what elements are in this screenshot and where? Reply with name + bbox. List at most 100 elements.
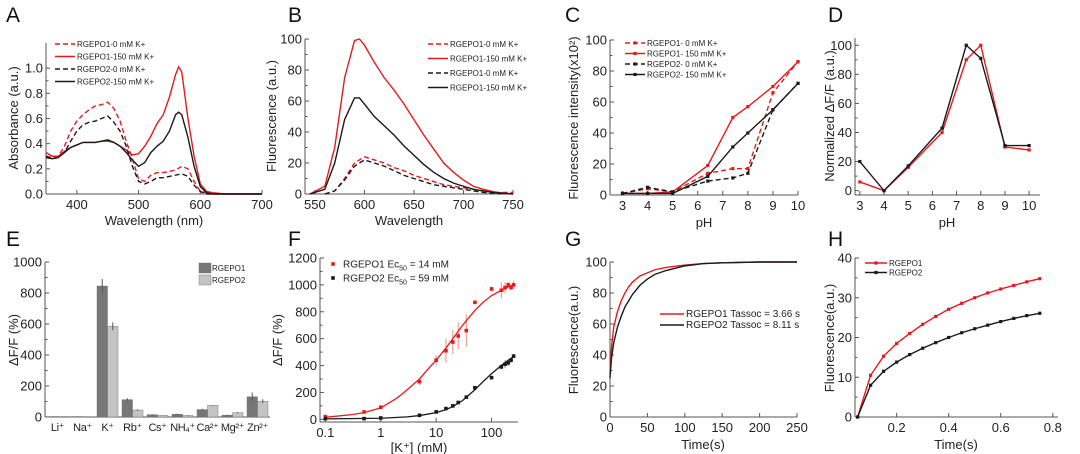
x-tick-label: 400 [66, 197, 88, 212]
data-point [456, 334, 461, 338]
data-point [509, 285, 513, 290]
data-point [882, 369, 886, 373]
data-point [378, 405, 383, 410]
x-tick-label: 1 [377, 425, 384, 440]
series-line [309, 38, 514, 195]
x-tick-label: 100 [481, 425, 503, 440]
data-point [999, 320, 1003, 324]
data-point [503, 362, 507, 366]
data-point [731, 145, 735, 149]
legend-label: RGEPO1 [889, 259, 923, 268]
legend-label: RGEPO2 [212, 276, 246, 285]
legend-label: RGEPO2-150 mM K+ [77, 78, 154, 87]
x-tick-label: 650 [403, 197, 425, 212]
data-point [906, 164, 910, 168]
y-tick-label: 800 [20, 286, 42, 301]
legend-label-main: RGEPO2 Ec [343, 274, 399, 285]
x-tick-label: 4 [880, 198, 887, 213]
legend-label: RGEPO1 [212, 264, 246, 273]
y-axis-label: Fluorescence intensity(x10²) [566, 36, 581, 199]
x-tick-label: Zn²⁺ [247, 422, 268, 434]
data-point [511, 354, 516, 358]
x-tick-label: 0.2 [888, 420, 906, 435]
bar [96, 285, 108, 418]
series-line [45, 101, 262, 195]
data-point [947, 335, 951, 340]
y-tick-label: 600 [295, 331, 317, 346]
x-tick-label: 500 [128, 197, 150, 212]
y-tick-label: 40 [838, 251, 852, 266]
data-point [979, 56, 983, 60]
x-tick-label: 700 [453, 197, 475, 212]
panel-letter: A [6, 4, 20, 27]
data-point [706, 171, 710, 175]
data-point [731, 176, 735, 180]
legend-label: RGEPO1-150 mM K+ [77, 53, 154, 62]
x-tick-label: NH₄⁺ [170, 422, 195, 434]
data-point [362, 416, 366, 421]
y-tick-label: 0.6 [25, 111, 43, 126]
bar [107, 326, 119, 418]
series-line [622, 82, 799, 195]
data-point [1012, 283, 1016, 288]
bar [196, 409, 208, 418]
y-tick-label: 0.4 [25, 136, 43, 151]
data-point [771, 108, 775, 112]
data-point [620, 191, 625, 196]
bar [232, 412, 244, 418]
data-point [921, 346, 925, 350]
x-tick-label: 7 [719, 198, 726, 213]
y-tick-label: 20 [593, 379, 607, 394]
legend: RGEPO1-0 mM K+ RGEPO1-150 mM K+ RGEPO2-0 m… [55, 40, 154, 87]
data-point [323, 414, 328, 419]
y-tick-label: 20 [838, 154, 852, 169]
data-point [964, 43, 968, 47]
data-point [1038, 277, 1042, 281]
data-point [362, 410, 366, 414]
data-point [858, 180, 862, 184]
y-axis-label: Normalized ΔF/F (a.u.) [822, 50, 837, 182]
y-tick-label: 20 [288, 156, 302, 171]
y-tick-label: 30 [838, 290, 852, 305]
x-tick-label: 100 [674, 420, 696, 435]
data-point [473, 385, 477, 390]
data-point [444, 406, 448, 411]
y-tick-label: 0 [845, 410, 852, 425]
data-point [706, 163, 710, 168]
panel-letter: F [288, 228, 301, 251]
y-tick-label: 80 [288, 63, 302, 78]
y-tick-label: 40 [288, 125, 302, 140]
bar [132, 409, 144, 418]
panel-d: D 0 20 40 60 80 100 3 4 5 6 7 8 9 10 pH Normalized ΔF/F … [822, 4, 1040, 230]
x-tick-label: 250 [786, 420, 808, 435]
data-point [796, 60, 800, 64]
y-axis-label: ΔF/F (%) [270, 314, 285, 366]
data-point [796, 81, 800, 85]
data-point [434, 358, 438, 362]
x-tick-label: 0.4 [940, 420, 958, 435]
data-point [934, 341, 938, 345]
series-line [859, 44, 1030, 192]
data-point [895, 341, 899, 346]
y-tick-label: 60 [593, 95, 607, 110]
data-point [940, 130, 944, 135]
y-tick-label: 200 [295, 385, 317, 400]
y-tick-label: 100 [585, 33, 607, 48]
y-tick-label: 10 [838, 370, 852, 385]
data-point [882, 354, 886, 358]
data-point [323, 416, 328, 421]
x-tick-label: 9 [769, 198, 776, 213]
bar [207, 405, 219, 418]
series-line [324, 156, 513, 195]
y-tick-label: 200 [20, 379, 42, 394]
series-line [45, 115, 262, 195]
data-point [1003, 143, 1007, 148]
y-tick-label: 0 [310, 412, 317, 427]
legend: RGEPO1 RGEPO2 [198, 262, 246, 286]
x-tick-label: Na⁺ [73, 422, 92, 434]
x-tick-label: 50 [640, 420, 654, 435]
x-tick-label: 0.8 [1044, 420, 1062, 435]
x-tick-label: 5 [905, 198, 912, 213]
y-tick-label: 400 [295, 358, 317, 373]
